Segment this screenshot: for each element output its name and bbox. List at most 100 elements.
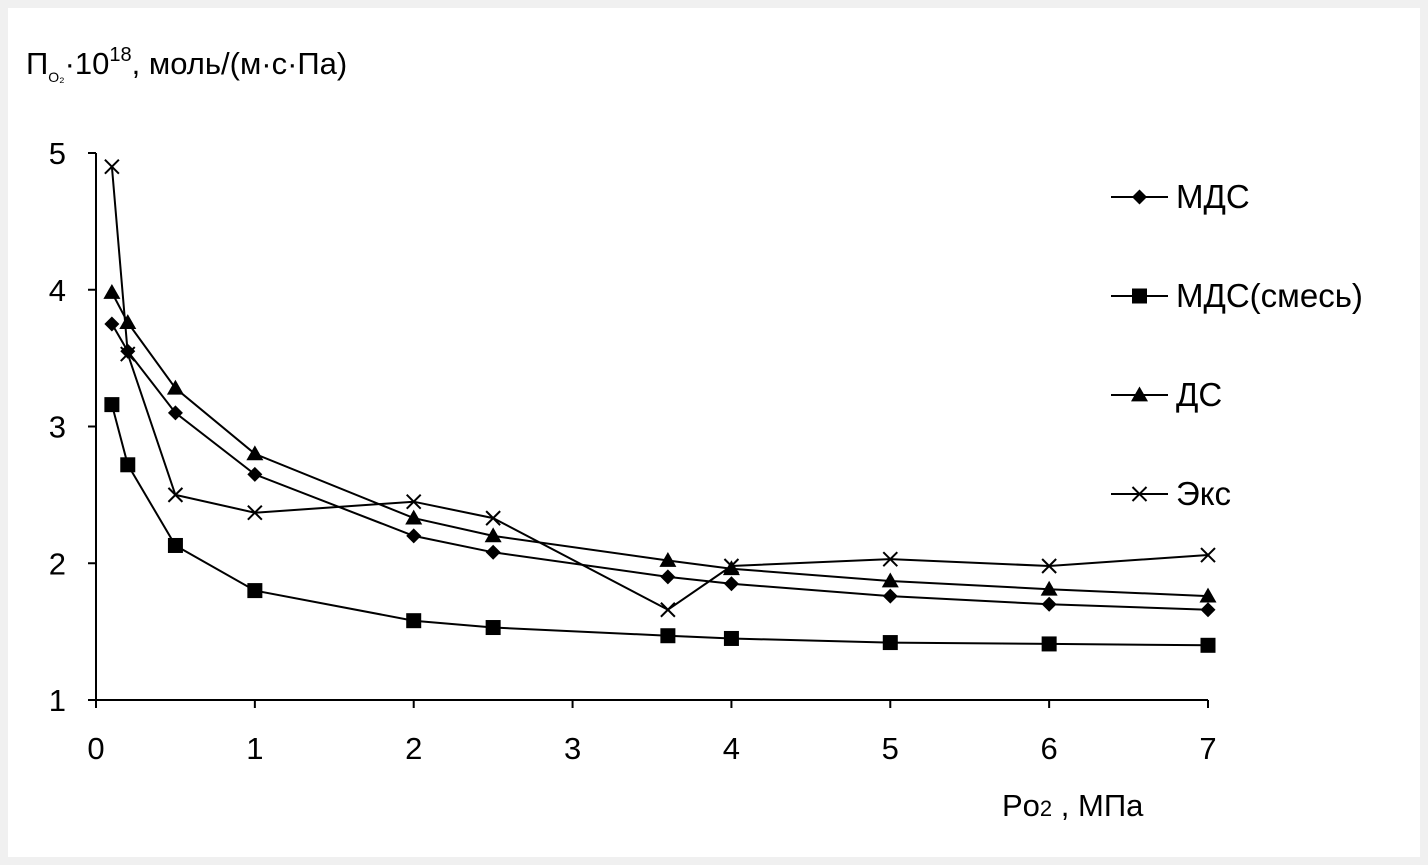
legend-marker xyxy=(1131,486,1148,502)
x-marker-stroke xyxy=(247,504,263,521)
y-axis-title-main: П xyxy=(26,46,48,81)
data-point xyxy=(167,537,183,553)
series-4 xyxy=(104,158,1216,618)
y-axis-title-mult: ·10 xyxy=(65,46,110,81)
data-point xyxy=(723,558,740,574)
y-axis-title-exp: 18 xyxy=(109,44,131,66)
x-tick-label: 5 xyxy=(882,731,899,766)
data-point xyxy=(119,314,137,329)
x-tick-label: 2 xyxy=(405,731,422,766)
legend-item: Экс xyxy=(1111,475,1231,512)
x-marker-stroke xyxy=(485,510,501,526)
x-marker-stroke xyxy=(1131,486,1148,502)
legend-label: МДС(смесь) xyxy=(1176,277,1363,314)
data-point xyxy=(104,158,120,175)
y-tick-label: 3 xyxy=(49,410,66,445)
data-point xyxy=(247,466,263,482)
data-point xyxy=(882,588,898,604)
legend-item: ДС xyxy=(1111,376,1222,413)
series-line xyxy=(110,166,1209,611)
data-point xyxy=(485,620,501,636)
series-line xyxy=(110,404,1209,647)
legend-label: МДС xyxy=(1176,178,1250,215)
data-point xyxy=(104,397,120,413)
data-point xyxy=(660,602,676,618)
data-point xyxy=(485,510,501,526)
legend-marker xyxy=(1132,288,1147,304)
x-axis-title-unit: , МПа xyxy=(1052,788,1144,823)
x-tick-label: 1 xyxy=(246,731,263,766)
series-1 xyxy=(104,316,1216,618)
data-point xyxy=(246,445,264,461)
data-point xyxy=(405,509,423,525)
data-point xyxy=(881,572,899,588)
series-3 xyxy=(103,283,1217,603)
series-2 xyxy=(104,397,1216,653)
data-point xyxy=(484,527,502,543)
data-point xyxy=(659,552,677,567)
y-tick-label: 4 xyxy=(49,273,66,308)
y-tick-label: 5 xyxy=(49,136,66,171)
legend-marker xyxy=(1132,189,1147,205)
legend-label: Экс xyxy=(1176,475,1231,512)
data-point xyxy=(120,457,136,473)
data-point xyxy=(723,576,739,592)
x-marker-stroke xyxy=(723,558,740,574)
series-layer xyxy=(103,158,1217,653)
data-point xyxy=(406,494,422,510)
data-point xyxy=(660,628,676,644)
data-point xyxy=(1200,637,1216,653)
data-point xyxy=(660,569,676,585)
legend-marker xyxy=(1131,386,1148,402)
y-tick-label: 2 xyxy=(49,546,66,581)
data-point xyxy=(167,405,183,421)
data-point xyxy=(1200,547,1216,563)
data-point xyxy=(882,551,898,567)
legend-item: МДС xyxy=(1111,178,1250,215)
x-tick-label: 0 xyxy=(87,731,104,766)
x-axis-title-main: Po xyxy=(1002,788,1040,823)
data-point xyxy=(1199,587,1217,603)
x-tick-label: 6 xyxy=(1041,731,1058,766)
data-point xyxy=(167,487,184,503)
data-point xyxy=(1041,636,1057,652)
data-point xyxy=(882,635,898,651)
y-axis-title-unit: , моль/(м·с·Па) xyxy=(132,46,348,81)
data-point xyxy=(485,544,501,560)
x-axis-title: Po2 , МПа xyxy=(1002,788,1144,823)
legend-label: ДС xyxy=(1176,376,1222,413)
data-point xyxy=(1041,558,1057,574)
data-point xyxy=(1200,602,1216,618)
legend: МДС МДС(смесь) ДС Экс xyxy=(1111,178,1363,512)
data-point xyxy=(247,504,263,521)
data-point xyxy=(406,528,422,544)
y-tick-label: 1 xyxy=(49,683,66,718)
x-marker-stroke xyxy=(167,487,184,503)
x-marker-stroke xyxy=(1041,558,1057,574)
series-line xyxy=(111,292,1209,598)
x-tick-label: 7 xyxy=(1199,731,1216,766)
y-axis-title: ПO₂·1018, моль/(м·с·Па) xyxy=(26,44,347,85)
x-tick-label: 3 xyxy=(564,731,581,766)
legend-item: МДС(смесь) xyxy=(1111,277,1363,314)
y-axis-title-sub: O₂ xyxy=(48,69,64,85)
data-point xyxy=(247,583,263,599)
x-marker-stroke xyxy=(1200,547,1216,563)
x-marker-stroke xyxy=(882,551,898,567)
x-marker-stroke xyxy=(120,346,136,362)
data-point xyxy=(723,630,739,646)
x-marker-stroke xyxy=(660,602,676,618)
data-point xyxy=(406,613,422,629)
data-point xyxy=(120,346,136,362)
data-point xyxy=(103,283,121,299)
x-tick-label: 4 xyxy=(723,731,740,766)
data-point xyxy=(166,379,184,395)
x-axis-title-sub: 2 xyxy=(1040,796,1052,821)
data-point xyxy=(104,316,120,332)
x-marker-stroke xyxy=(104,158,120,175)
x-marker-stroke xyxy=(406,494,422,510)
data-point xyxy=(1041,596,1057,612)
